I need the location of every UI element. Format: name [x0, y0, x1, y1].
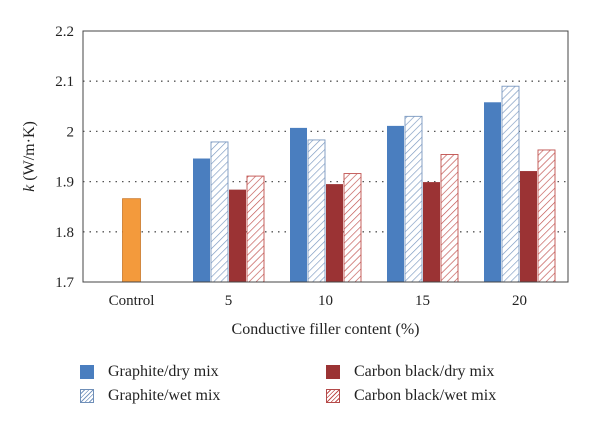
legend-item-carbon-black-wet: Carbon black/wet mix	[326, 387, 496, 405]
x-axis-title: Conductive filler content (%)	[232, 321, 420, 338]
legend-item-graphite-dry: Graphite/dry mix	[80, 363, 219, 381]
bar-carbon-black-dry-mix-10	[326, 184, 343, 282]
legend-label: Carbon black/dry mix	[354, 363, 495, 380]
bar-carbon-black-wet-mix-20	[537, 149, 556, 283]
bar-graphite-wet-mix-20	[501, 85, 520, 283]
legend-item-carbon-black-dry: Carbon black/dry mix	[326, 363, 494, 381]
legend-item-graphite-wet: Graphite/wet mix	[80, 387, 220, 405]
y-tick-label: 1.8	[55, 225, 74, 241]
bar-carbon-black-dry-mix-20	[520, 171, 537, 282]
bar-graphite-wet-mix-15	[404, 115, 423, 283]
y-tick-label: 1.7	[55, 275, 74, 291]
legend-swatch-carbon-black-wet	[326, 389, 340, 403]
bar-graphite-dry-mix-10	[290, 127, 307, 282]
bar-carbon-black-dry-mix-5	[229, 189, 246, 282]
legend: Graphite/dry mix Carbon black/dry mix Gr…	[80, 360, 580, 430]
bar-chart: 1.7 1.8 1.9 2 2.1 2.2 Control 5 10 15 20 Conductiv…	[21, 24, 569, 338]
plot-frame	[82, 30, 569, 283]
bar-carbon-black-wet-mix-10	[343, 173, 362, 283]
bar-graphite-dry-mix-5	[193, 158, 210, 282]
bar-graphite-wet-mix-5	[210, 141, 229, 283]
bar-graphite-dry-mix-20	[484, 102, 501, 282]
x-tick-label: 20	[512, 293, 527, 309]
bar-carbon-black-wet-mix-15	[440, 154, 459, 283]
y-tick-label: 2	[67, 124, 75, 140]
bar-graphite-wet-mix-10	[307, 139, 326, 283]
y-tick-label: 2.1	[55, 74, 74, 90]
x-tick-label: 5	[225, 293, 233, 309]
y-tick-label: 1.9	[55, 175, 74, 191]
bar-carbon-black-dry-mix-15	[423, 182, 440, 282]
bar-carbon-black-wet-mix-5	[246, 175, 265, 283]
x-tick-label: 10	[318, 293, 333, 309]
bar-control	[122, 198, 141, 283]
bar-graphite-dry-mix-15	[387, 125, 404, 283]
legend-label: Graphite/wet mix	[108, 387, 221, 404]
y-axis-title: k (W/m·K)	[21, 121, 38, 192]
legend-swatch-graphite-dry	[80, 365, 94, 379]
legend-label: Carbon black/wet mix	[354, 387, 497, 404]
legend-swatch-carbon-black-dry	[326, 365, 340, 379]
legend-swatch-graphite-wet	[80, 389, 94, 403]
x-tick-label: 15	[415, 293, 430, 309]
y-tick-label: 2.2	[55, 24, 74, 40]
legend-label: Graphite/dry mix	[108, 363, 219, 380]
x-tick-label: Control	[109, 293, 155, 309]
